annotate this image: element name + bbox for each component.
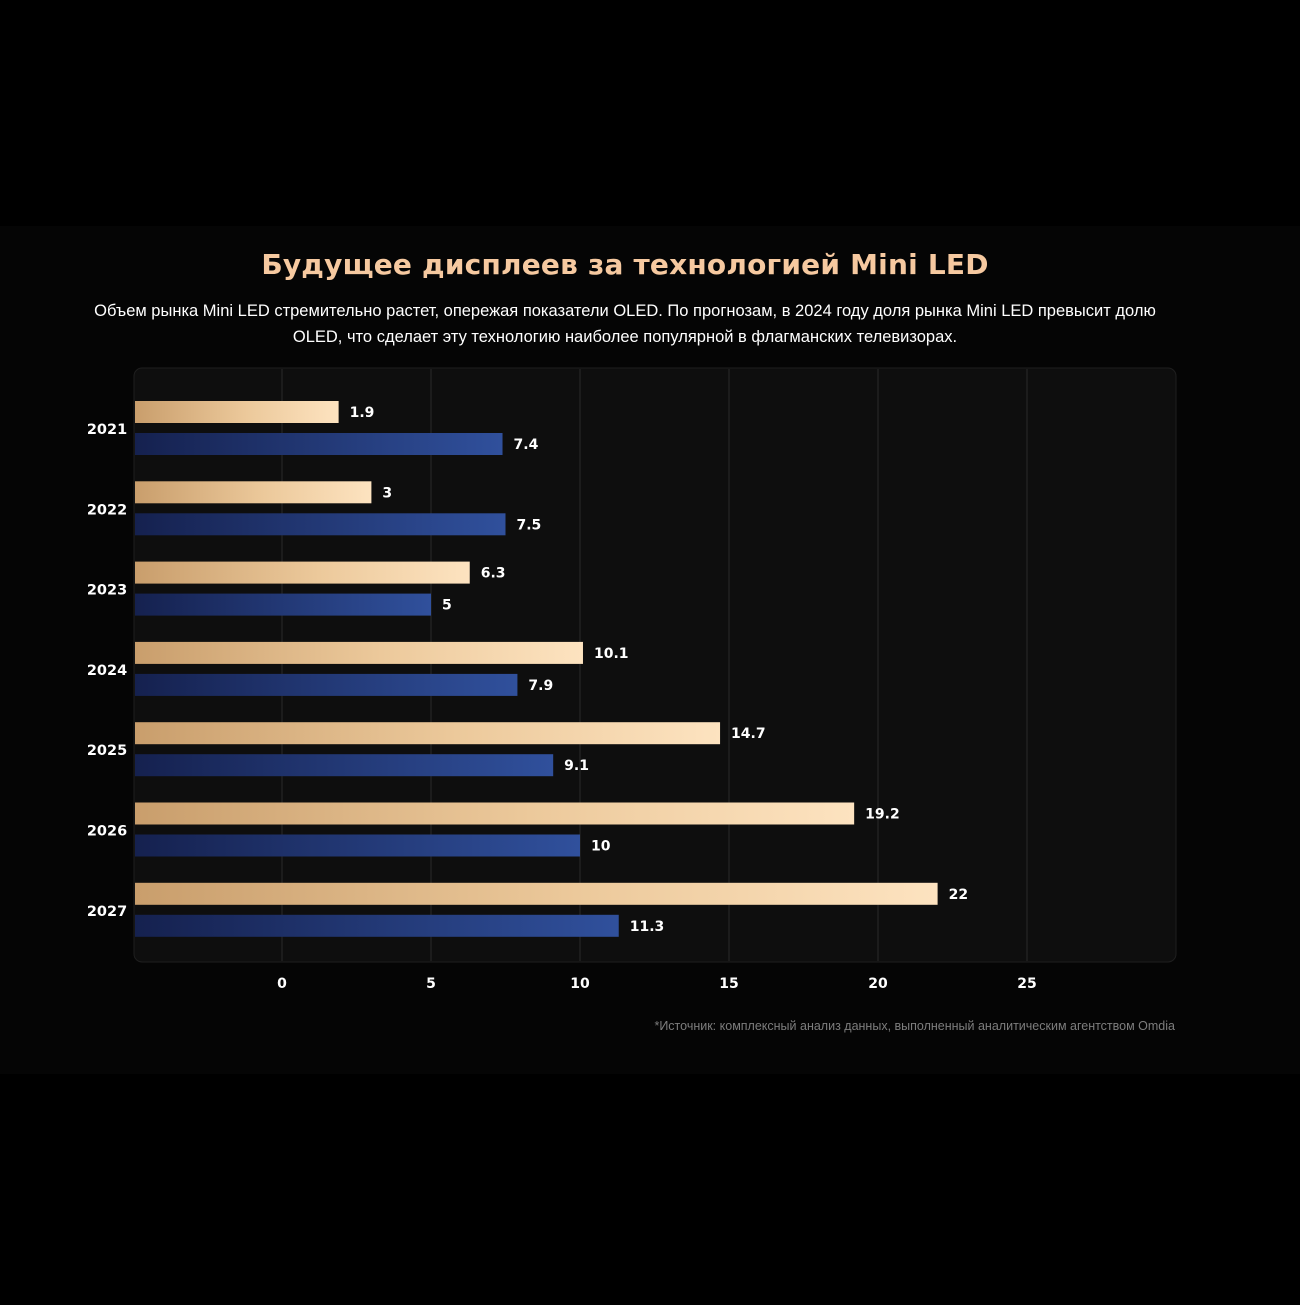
bar-oled-2024 (135, 673, 518, 696)
x-tick-label: 25 (1017, 976, 1036, 992)
value-label-mini-led-2024: 10.1 (594, 646, 629, 662)
chart-subtitle: Объем рынка Mini LED стремительно растет… (94, 302, 1156, 346)
bar-mini-led-2027 (135, 882, 938, 905)
bar-mini-led-2022 (135, 481, 372, 504)
category-label-2023: 2023 (87, 583, 127, 599)
category-label-2026: 2026 (87, 824, 127, 840)
source-note: *Источник: комплексный анализ данных, вы… (654, 1019, 1175, 1033)
bar-mini-led-2026 (135, 802, 855, 825)
value-label-mini-led-2025: 14.7 (731, 726, 766, 742)
bar-mini-led-2024 (135, 641, 583, 664)
value-label-mini-led-2021: 1.9 (350, 405, 375, 421)
gridlines (281, 369, 1028, 961)
bar-mini-led-2025 (135, 722, 721, 745)
x-tick-label: 0 (277, 976, 287, 992)
value-label-oled-2024: 7.9 (528, 678, 553, 694)
category-label-2022: 2022 (87, 502, 127, 518)
x-tick-label: 10 (570, 976, 590, 992)
x-tick-label: 20 (868, 976, 888, 992)
category-label-2027: 2027 (87, 904, 127, 920)
x-tick-label: 15 (719, 976, 738, 992)
category-label-2025: 2025 (87, 743, 127, 759)
value-label-oled-2022: 7.5 (517, 517, 542, 533)
value-labels: 1.9 7.4 3 7.5 6.3 5 10.1 7.9 14.7 9.1 19.2 10 22 11.3 (350, 405, 968, 935)
bar-mini-led-2023 (135, 561, 470, 584)
value-label-oled-2027: 11.3 (630, 919, 665, 935)
value-label-oled-2025: 9.1 (564, 758, 589, 774)
bar-oled-2025 (135, 754, 554, 777)
value-label-oled-2021: 7.4 (514, 437, 539, 453)
x-tick-labels: 0 5 10 15 20 25 (277, 976, 1037, 992)
value-label-oled-2026: 10 (591, 839, 611, 855)
bars (135, 401, 938, 937)
category-label-2021: 2021 (87, 422, 127, 438)
x-tick-label: 5 (426, 976, 436, 992)
category-label-2024: 2024 (87, 663, 127, 679)
value-label-mini-led-2023: 6.3 (481, 566, 506, 582)
bar-oled-2021 (135, 433, 503, 455)
value-label-oled-2023: 5 (442, 598, 452, 614)
category-labels: 2021 2022 2023 2024 2025 2026 2027 (87, 422, 127, 920)
chart-title: Будущее дисплеев за технологией Mini LED (261, 248, 989, 281)
value-label-mini-led-2022: 3 (382, 485, 392, 501)
plot-background (133, 367, 1177, 963)
bar-mini-led-2021 (135, 401, 339, 423)
value-label-mini-led-2026: 19.2 (865, 807, 900, 823)
value-label-mini-led-2027: 22 (949, 887, 968, 903)
bar-oled-2026 (135, 834, 580, 857)
bar-oled-2027 (135, 914, 619, 937)
bar-oled-2023 (135, 593, 431, 616)
bar-oled-2022 (135, 513, 506, 536)
